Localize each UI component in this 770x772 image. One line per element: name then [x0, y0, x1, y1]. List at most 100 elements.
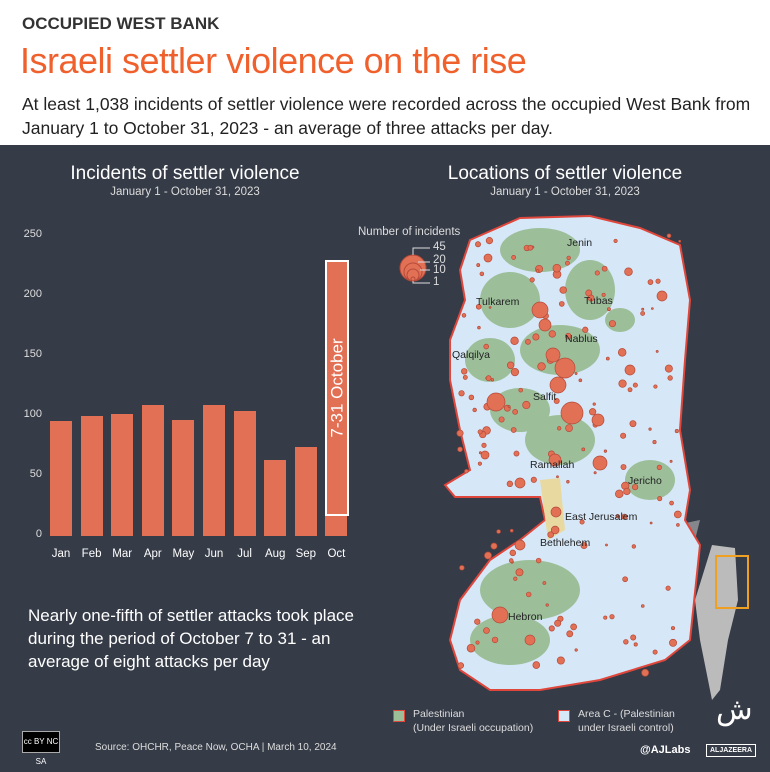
incident-marker	[457, 662, 465, 669]
place-label: Jericho	[628, 475, 662, 487]
x-tick-label: May	[172, 548, 195, 560]
incident-marker	[592, 402, 596, 406]
incident-marker	[477, 325, 481, 330]
incident-marker	[491, 606, 509, 624]
incident-marker	[579, 519, 585, 525]
creative-commons-badge: cc BY NC SA	[22, 731, 60, 766]
x-tick-label: Aug	[264, 548, 286, 560]
incident-marker	[601, 265, 608, 272]
incident-marker	[613, 238, 618, 244]
incident-marker	[587, 294, 595, 302]
incident-marker	[641, 668, 650, 677]
incident-marker	[565, 332, 572, 340]
x-tick-label: Jul	[237, 548, 252, 560]
x-tick-label: Apr	[143, 548, 162, 560]
note-text: Nearly one-fifth of settler attacks took…	[28, 606, 354, 671]
incident-marker	[464, 469, 469, 474]
incident-marker	[515, 568, 524, 577]
incident-marker	[565, 260, 570, 266]
israel-inset	[695, 545, 738, 700]
incident-marker	[510, 427, 517, 433]
incident-marker	[514, 539, 526, 551]
subtitle: At least 1,038 incidents of settler viol…	[22, 94, 751, 138]
incident-marker	[559, 301, 565, 307]
incident-marker	[513, 450, 520, 457]
incident-marker	[475, 303, 482, 310]
incident-marker	[664, 364, 673, 373]
size-legend-value: 20	[433, 254, 446, 266]
map-subtitle: January 1 - October 31, 2023	[490, 186, 640, 198]
incident-markers	[456, 233, 682, 677]
incident-marker	[513, 576, 518, 581]
y-tick-label: 50	[29, 468, 42, 480]
incident-marker	[640, 311, 646, 316]
incident-marker	[506, 480, 514, 488]
incident-marker	[475, 640, 480, 645]
bar-apr	[141, 405, 164, 536]
legend-palestinian: Palestinian (Under Israeli occupation)	[413, 707, 533, 735]
incident-marker	[527, 244, 534, 251]
bar-mar	[111, 413, 134, 536]
incident-marker	[623, 487, 631, 496]
x-tick-label: Mar	[112, 548, 133, 560]
incident-marker	[524, 634, 536, 646]
incident-marker	[511, 255, 517, 260]
incident-marker	[496, 529, 501, 534]
incident-marker	[623, 639, 629, 645]
incident-marker	[581, 447, 586, 452]
incident-marker	[566, 480, 570, 484]
incident-marker	[552, 263, 562, 273]
y-tick-label: 200	[23, 288, 42, 300]
incident-marker	[486, 392, 506, 412]
incident-marker	[574, 648, 578, 652]
incident-marker	[640, 604, 645, 608]
incident-marker	[549, 376, 567, 394]
incident-marker	[678, 239, 682, 243]
incident-marker	[574, 372, 578, 375]
incident-marker	[580, 542, 588, 550]
incident-marker	[676, 523, 680, 527]
incident-marker	[631, 544, 637, 549]
incident-marker	[641, 307, 645, 311]
incident-marker	[490, 542, 498, 550]
incident-marker	[484, 551, 492, 560]
incident-marker	[525, 591, 532, 598]
palestinian-areas	[465, 228, 675, 665]
kicker: OCCUPIED WEST BANK	[22, 14, 220, 33]
incident-marker	[506, 361, 515, 369]
y-tick-label: 250	[23, 228, 42, 240]
incident-marker	[475, 241, 481, 248]
size-legend-icon	[399, 254, 427, 282]
incident-marker	[669, 500, 674, 506]
incident-marker	[649, 521, 653, 525]
incident-marker	[620, 464, 627, 470]
incident-marker	[669, 459, 673, 463]
incident-marker	[622, 576, 628, 583]
incident-marker	[621, 513, 628, 520]
incident-marker	[550, 525, 560, 535]
incident-marker	[529, 277, 535, 283]
place-label: Tubas	[584, 295, 613, 307]
incident-marker	[462, 374, 468, 380]
incident-marker	[670, 626, 676, 631]
incident-marker	[608, 320, 617, 328]
y-tick-label: 150	[23, 348, 42, 360]
incident-marker	[657, 496, 663, 502]
incident-marker	[480, 450, 490, 460]
incident-marker	[535, 269, 540, 273]
incident-marker	[531, 301, 549, 319]
incident-marker	[474, 618, 481, 625]
incident-marker	[557, 426, 562, 431]
legend-label: Palestinian	[413, 708, 465, 720]
place-label: Bethlehem	[540, 537, 591, 549]
incident-marker	[508, 558, 514, 563]
handle: @AJLabs	[640, 744, 691, 756]
incident-marker	[667, 375, 673, 381]
incident-marker	[477, 429, 483, 435]
bar-jun	[203, 405, 225, 536]
incident-marker	[633, 642, 638, 647]
legend-area-c: Area C - (Palestinian under Israeli contr…	[578, 707, 675, 735]
incident-marker	[652, 649, 658, 655]
bar-aug	[264, 460, 287, 536]
incident-marker	[593, 471, 597, 475]
